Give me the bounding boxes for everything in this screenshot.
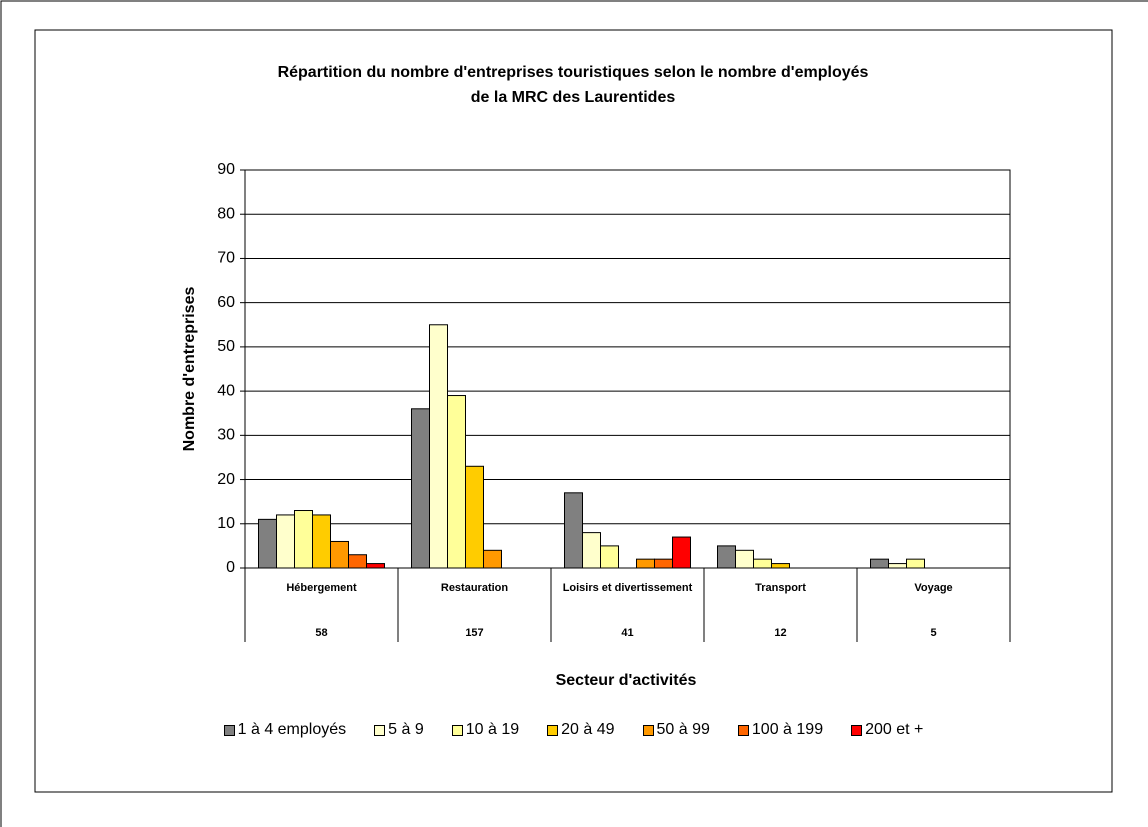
legend-label: 200 et + [865, 721, 924, 738]
bar [330, 540, 349, 569]
legend-swatch [851, 724, 863, 736]
bar [483, 549, 502, 569]
legend-label: 50 à 99 [656, 721, 710, 738]
chart-subtitle: de la MRC des Laurentides [471, 89, 676, 106]
bar [582, 532, 601, 569]
x-tick-label: Transport [755, 582, 806, 594]
bar [411, 408, 430, 569]
legend-item: 100 à 199 [737, 721, 824, 739]
legend-swatch [374, 724, 386, 736]
bar [258, 518, 277, 569]
category-total: 157 [465, 627, 484, 639]
legend-label: 1 à 4 employés [237, 721, 347, 738]
y-tick-label: 30 [217, 427, 235, 444]
bar [312, 514, 331, 569]
bar [294, 510, 313, 569]
legend: 1 à 4 employés 5 à 9 10 à 19 20 à 49 50 à 99… [35, 721, 1112, 739]
x-tick-label: Restauration [440, 582, 509, 594]
y-tick-label: 90 [217, 161, 235, 178]
bar [888, 563, 907, 569]
y-axis-title: Nombre d'entreprises [181, 287, 198, 452]
bar [753, 558, 772, 569]
legend-item: 50 à 99 [642, 721, 710, 739]
category-total: 5 [930, 627, 937, 639]
y-tick-label: 80 [217, 205, 235, 222]
y-tick-label: 10 [217, 515, 235, 532]
chart-title: Répartition du nombre d'entreprises tour… [278, 64, 869, 81]
bar [447, 395, 466, 569]
bar [276, 514, 295, 569]
legend-label: 100 à 199 [751, 721, 824, 738]
legend-label: 20 à 49 [561, 721, 615, 738]
bar [636, 558, 655, 569]
legend-label: 10 à 19 [465, 721, 520, 738]
x-tick-label: Loisirs et divertissement [562, 582, 693, 594]
plot-area [244, 169, 1011, 569]
bar [366, 563, 385, 569]
bar [600, 545, 619, 569]
category-total: 58 [315, 627, 328, 639]
y-tick-label: 20 [217, 471, 235, 488]
bar [564, 492, 583, 569]
bar [771, 563, 790, 569]
bar [348, 554, 367, 569]
x-tick-label: Voyage [914, 582, 953, 594]
category-total: 41 [621, 627, 634, 639]
y-tick-label: 70 [217, 250, 235, 267]
bar [717, 545, 736, 569]
y-tick-label: 50 [217, 338, 235, 355]
bar [429, 324, 448, 569]
legend-swatch [737, 724, 749, 736]
legend-item: 20 à 49 [547, 721, 615, 739]
bar [906, 558, 925, 569]
y-tick-label: 0 [226, 559, 235, 576]
bar [870, 558, 889, 569]
bar [654, 558, 673, 569]
bar [735, 549, 754, 569]
legend-swatch [642, 724, 654, 736]
x-axis-title: Secteur d'activités [556, 672, 697, 689]
x-tick-label: Hébergement [286, 582, 357, 594]
y-tick-label: 60 [217, 294, 235, 311]
legend-item: 200 et + [851, 721, 923, 739]
bar [672, 536, 691, 569]
legend-item: 10 à 19 [451, 721, 520, 739]
y-tick-label: 40 [217, 382, 235, 399]
bar [465, 465, 484, 569]
legend-swatch [451, 724, 463, 736]
legend-swatch [223, 724, 235, 736]
legend-label: 5 à 9 [388, 721, 424, 738]
category-total: 12 [774, 627, 787, 639]
legend-swatch [547, 724, 559, 736]
legend-item: 1 à 4 employés [223, 721, 347, 739]
legend-item: 5 à 9 [374, 721, 424, 739]
